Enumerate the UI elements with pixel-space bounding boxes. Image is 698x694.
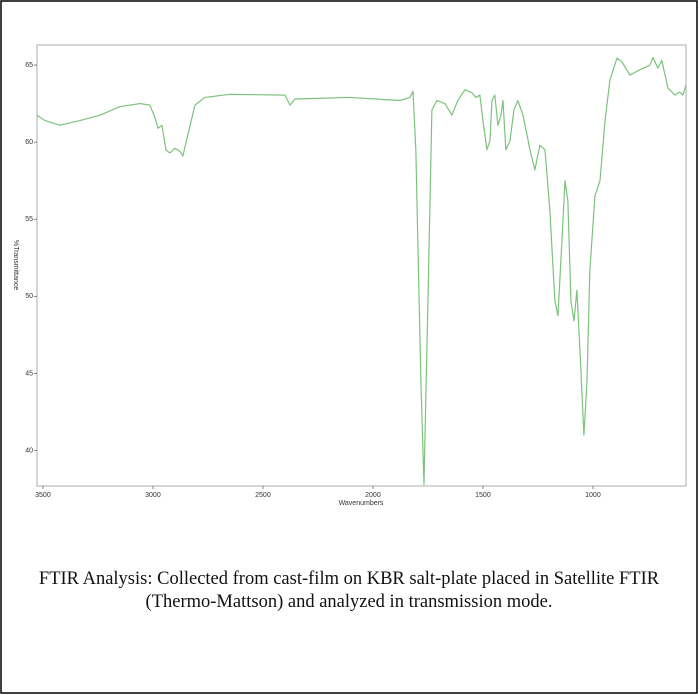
- plot-frame: [36, 44, 687, 487]
- x-tick-label: 3500: [35, 492, 51, 499]
- x-tick-label: 1500: [475, 492, 491, 499]
- x-tick-label: 2500: [255, 492, 271, 499]
- y-tick-label: 50: [25, 293, 33, 300]
- spectrum-line: [36, 56, 687, 486]
- caption: FTIR Analysis: Collected from cast-film …: [38, 569, 660, 612]
- y-tick-label: 60: [25, 139, 33, 146]
- x-tick-label: 1000: [585, 492, 601, 499]
- x-axis-label: Wavenumbers: [339, 500, 384, 507]
- y-tick-label: 40: [25, 447, 33, 454]
- y-tick-label: 55: [25, 216, 33, 223]
- y-axis-label: %Transmittance: [12, 240, 19, 290]
- y-tick-label: 65: [25, 62, 33, 69]
- x-tick-label: 2000: [365, 492, 381, 499]
- x-tick-label: 3000: [145, 492, 161, 499]
- y-tick-label: 45: [25, 370, 33, 377]
